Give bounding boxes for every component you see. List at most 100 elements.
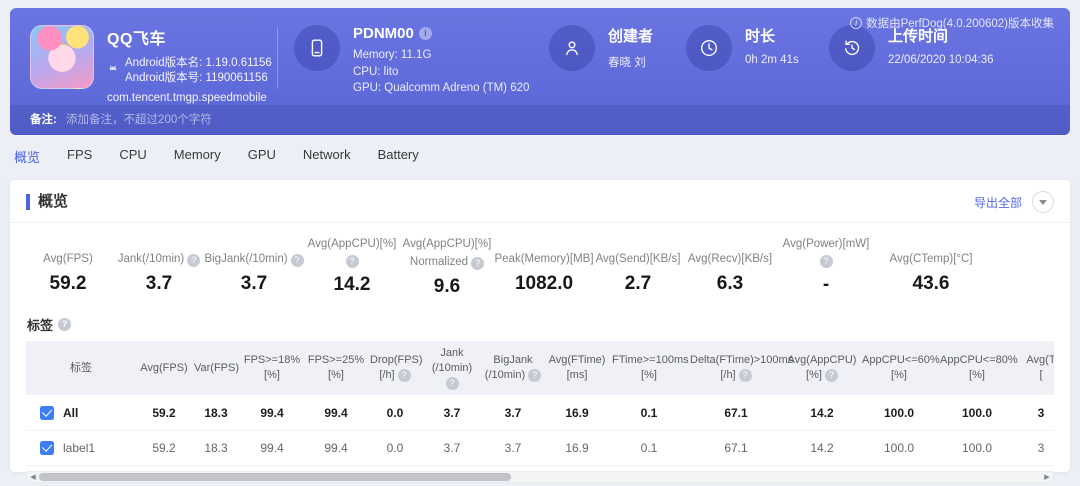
device-info-icon[interactable]: i <box>418 27 432 40</box>
stat-value: 9.6 <box>433 275 461 297</box>
column-header: Avg(T[ <box>1016 340 1054 396</box>
help-icon[interactable]: ? <box>445 376 459 390</box>
column-header: Delta(FTime)>100ms [/h] ? <box>688 340 793 396</box>
cell-value: 99.4 <box>240 430 304 466</box>
app-version-name: Android版本名: 1.19.0.61156 <box>125 57 272 69</box>
help-icon[interactable]: ? <box>471 256 485 270</box>
stat-avg-appcpu: Avg(AppCPU)[%]? 14.2 <box>307 238 397 295</box>
row-checkbox[interactable] <box>40 440 54 455</box>
cell-value: 3.7 <box>422 395 482 431</box>
report-header-banner: i 数据由PerfDog(4.0.200602)版本收集 QQ飞车 Androi… <box>10 8 1070 135</box>
app-icon <box>30 25 94 89</box>
cell-value: 3 <box>1016 395 1054 431</box>
row-label: All <box>63 405 79 420</box>
clock-icon <box>686 25 732 71</box>
cell-value: 3 <box>1016 430 1054 466</box>
column-header: Drop(FPS) [/h] ? <box>368 340 423 396</box>
creator-label: 创建者 <box>608 28 654 45</box>
upload-time-label: 上传时间 <box>888 28 949 45</box>
scroll-right-arrow[interactable]: ▶ <box>1044 473 1050 481</box>
help-icon[interactable]: ? <box>819 254 833 268</box>
stat-value: 3.7 <box>240 273 268 294</box>
tab-memory[interactable]: Memory <box>173 147 221 162</box>
column-header: FTime>=100ms [%] <box>610 340 689 396</box>
cell-value: 59.2 <box>136 430 192 466</box>
help-icon[interactable]: ? <box>290 254 304 267</box>
cell-value: 0.0 <box>368 395 422 431</box>
device-memory: Memory: 11.1G <box>353 49 432 61</box>
cell-value: 18.3 <box>192 395 240 431</box>
creator-name: 春晓 刘 <box>608 57 646 69</box>
cell-value: 16.9 <box>544 395 610 431</box>
divider <box>277 27 278 89</box>
cell-value: 0.1 <box>610 430 688 466</box>
collapse-button[interactable] <box>1032 191 1054 213</box>
stat-avg-power-mw: Avg(Power)[mW]? - <box>776 237 876 298</box>
cell-value: 100.0 <box>860 395 938 431</box>
cell-value: 3.7 <box>422 430 482 466</box>
tab-gpu[interactable]: GPU <box>247 147 276 162</box>
cell-value: 67.1 <box>688 395 784 431</box>
horizontal-scrollbar[interactable]: ◀ ▶ <box>26 470 1054 483</box>
cell-value: 99.4 <box>304 395 368 431</box>
person-icon <box>549 25 595 71</box>
info-icon: i <box>850 17 863 29</box>
tab-fps[interactable]: FPS <box>67 147 93 162</box>
stat-avg-ctemp-c: Avg(CTemp)[°C] 43.6 <box>876 237 986 298</box>
stat-value: 14.2 <box>333 273 371 295</box>
tab-battery[interactable]: Battery <box>377 147 419 162</box>
stat-avg-send-kb-s: Avg(Send)[KB/s] 2.7 <box>592 237 684 298</box>
cell-value: 99.4 <box>240 395 304 431</box>
scroll-left-arrow[interactable]: ◀ <box>30 473 36 481</box>
column-header: Avg(FPS) <box>136 340 192 396</box>
column-header: Avg(AppCPU) [%] ? <box>784 340 860 396</box>
cell-value: 100.0 <box>938 430 1016 466</box>
stat-value: 1082.0 <box>514 273 574 294</box>
metric-tabbar: 概览 FPS CPU Memory GPU Network Battery <box>14 147 446 172</box>
cell-value: 0.0 <box>368 430 422 466</box>
labels-table: 标签 Avg(FPS) Var(FPS) FPS>=18% [%] FPS>=25% [%]… <box>26 340 1054 466</box>
export-all-button[interactable]: 导出全部 <box>973 195 1022 210</box>
tab-overview[interactable]: 概览 <box>14 150 41 165</box>
stat-value: 59.2 <box>49 273 87 294</box>
help-icon[interactable]: ? <box>58 317 72 331</box>
column-header: BigJank (/10min) ? <box>482 340 544 396</box>
app-name: QQ飞车 <box>107 31 166 48</box>
help-icon[interactable]: ? <box>187 254 201 267</box>
stat-value: - <box>822 273 830 295</box>
stat-value: 6.3 <box>716 273 744 294</box>
history-icon <box>829 25 875 71</box>
help-icon[interactable]: ? <box>528 369 542 383</box>
row-label: label1 <box>63 440 96 455</box>
labels-section-title: 标签 <box>27 317 54 333</box>
column-header: FPS>=25% [%] <box>304 340 368 396</box>
help-icon[interactable]: ? <box>345 254 359 268</box>
tab-cpu[interactable]: CPU <box>119 147 147 162</box>
column-header: FPS>=18% [%] <box>240 340 304 396</box>
help-icon[interactable]: ? <box>738 369 752 383</box>
app-package: com.tencent.tmgp.speedmobile <box>107 92 267 104</box>
section-title: 概览 <box>26 194 68 210</box>
column-header: 标签 <box>26 340 136 396</box>
duration-label: 时长 <box>745 28 776 45</box>
collector-note: i 数据由PerfDog(4.0.200602)版本收集 <box>850 15 1054 31</box>
cell-value: 16.9 <box>544 430 610 466</box>
help-icon[interactable]: ? <box>824 369 838 383</box>
cell-value: 99.4 <box>304 430 368 466</box>
stat-value: 2.7 <box>624 273 652 294</box>
cell-value: 67.1 <box>688 430 784 466</box>
remark-label: 备注: <box>30 114 57 126</box>
stat-bigjank-10min: BigJank(/10min)? 3.7 <box>202 237 306 298</box>
stat-jank-10min: Jank(/10min)? 3.7 <box>116 237 202 298</box>
row-checkbox[interactable] <box>40 405 54 420</box>
upload-time-value: 22/06/2020 10:04:36 <box>888 54 994 66</box>
help-icon[interactable]: ? <box>397 369 411 383</box>
column-header: Avg(FTime) [ms] <box>544 340 610 396</box>
stat-avg-fps: Avg(FPS) 59.2 <box>20 237 116 298</box>
collector-note-text: 数据由PerfDog(4.0.200602)版本收集 <box>866 18 1054 30</box>
table-row: All 59.2 18.3 99.4 99.4 0.0 3.7 3.7 16.9 0.1 67.1 1… <box>26 395 1054 431</box>
tab-network[interactable]: Network <box>302 147 351 162</box>
remark-input[interactable]: 备注: 添加备注，不超过200个字符 <box>10 105 1070 135</box>
table-row: label1 59.2 18.3 99.4 99.4 0.0 3.7 3.7 16.9 0.1 67… <box>26 430 1054 466</box>
scrollbar-thumb[interactable] <box>39 472 511 481</box>
